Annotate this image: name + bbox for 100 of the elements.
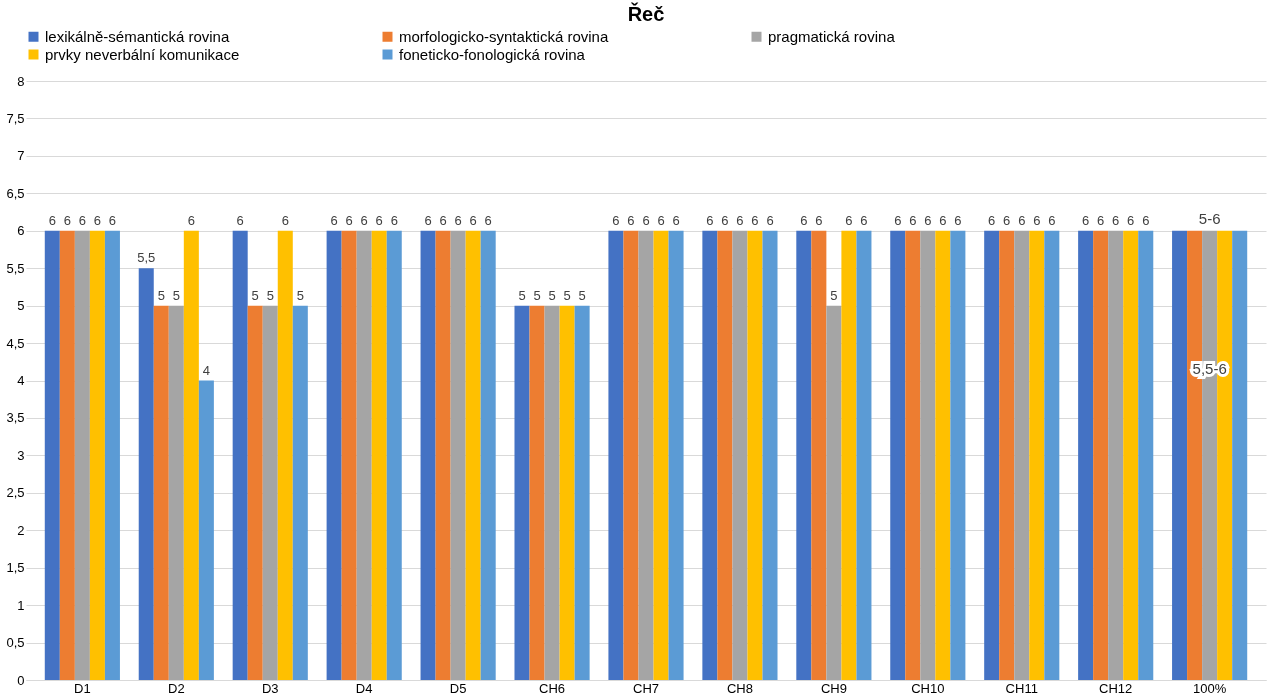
data-label: 5	[266, 287, 274, 303]
bar	[529, 305, 545, 680]
data-label: 6	[721, 212, 729, 228]
data-label: 6	[627, 212, 635, 228]
bar	[1123, 230, 1139, 680]
data-label: 6	[954, 212, 962, 228]
data-label: 6	[1018, 212, 1026, 228]
data-label: 4	[202, 362, 210, 378]
bar	[514, 305, 530, 680]
data-label: 6	[672, 212, 680, 228]
bar	[1093, 230, 1109, 680]
data-label: 6	[800, 212, 808, 228]
bar	[653, 230, 669, 680]
y-tick-label: 4,5	[6, 335, 25, 351]
data-label: 6	[454, 212, 462, 228]
bar	[574, 305, 590, 680]
bar	[104, 230, 120, 680]
data-label: 6	[1142, 212, 1150, 228]
bar	[856, 230, 872, 680]
data-label: 6	[187, 212, 195, 228]
data-label: 5	[518, 287, 526, 303]
y-tick-label: 3,5	[6, 410, 25, 426]
bar	[168, 305, 184, 680]
bar	[623, 230, 639, 680]
bar	[1232, 230, 1248, 680]
data-label: 6	[1127, 212, 1135, 228]
data-label: 6	[1033, 212, 1041, 228]
data-label: 6	[706, 212, 714, 228]
y-tick-label: 0,5	[6, 635, 25, 651]
y-tick-label: 1,5	[6, 560, 25, 576]
bar	[1078, 230, 1094, 680]
legend-label: prvky neverbální komunikace	[45, 45, 240, 63]
bar	[920, 230, 936, 680]
data-label: 5	[172, 287, 180, 303]
data-label: 6	[815, 212, 823, 228]
data-label: 6	[1003, 212, 1011, 228]
bar	[59, 230, 75, 680]
bar	[950, 230, 966, 680]
bar	[905, 230, 921, 680]
data-label: 5	[533, 287, 541, 303]
x-tick-label: CH12	[1099, 680, 1133, 696]
y-tick-label: 7,5	[6, 110, 25, 126]
data-label: 6	[736, 212, 744, 228]
data-label: 6	[642, 212, 650, 228]
y-tick-label: 3	[17, 447, 25, 463]
bar	[356, 230, 372, 680]
legend-label: pragmatická rovina	[768, 27, 896, 45]
chart-title: Řeč	[627, 2, 665, 25]
data-label: 5	[578, 287, 586, 303]
bar	[277, 230, 293, 680]
bar	[465, 230, 481, 680]
data-label: 6	[924, 212, 932, 228]
data-label: 6	[281, 212, 289, 228]
bar	[638, 230, 654, 680]
data-label: 6	[1112, 212, 1120, 228]
data-label: 6	[439, 212, 447, 228]
bar	[826, 305, 842, 680]
bar	[796, 230, 812, 680]
bar	[544, 305, 560, 680]
data-label: 6	[390, 212, 398, 228]
data-label: 6	[845, 212, 853, 228]
bar	[747, 230, 763, 680]
bar	[762, 230, 778, 680]
data-label: 6	[469, 212, 477, 228]
bar	[44, 230, 60, 680]
x-tick-label: D1	[74, 680, 91, 696]
bar	[371, 230, 387, 680]
x-tick-label: D4	[355, 680, 373, 696]
y-tick-label: 4	[17, 373, 25, 388]
bar	[732, 230, 748, 680]
data-label: 5	[563, 287, 571, 303]
bar	[1172, 230, 1188, 680]
data-label: 5	[548, 287, 556, 303]
data-label: 5	[157, 287, 165, 303]
data-label: 6	[751, 212, 759, 228]
x-tick-label: CH11	[1005, 680, 1038, 696]
bar	[326, 230, 342, 680]
bar	[153, 305, 169, 680]
data-label: 6	[860, 212, 868, 228]
y-tick-label: 8	[17, 73, 25, 89]
data-label: 6	[360, 212, 368, 228]
bar	[1014, 230, 1030, 680]
bar	[480, 230, 496, 680]
x-tick-label: D5	[449, 680, 467, 696]
data-label: 6	[345, 212, 353, 228]
data-label: 6	[909, 212, 917, 228]
bar	[1108, 230, 1124, 680]
y-tick-label: 5	[17, 298, 25, 314]
data-label: 6	[612, 212, 620, 228]
bar	[984, 230, 1000, 680]
bar	[450, 230, 466, 680]
data-label: 6	[93, 212, 102, 228]
y-tick-label: 0	[17, 672, 25, 688]
data-label: 5,5	[137, 250, 156, 266]
data-label: 6	[894, 212, 902, 228]
bar	[890, 230, 906, 680]
bar	[247, 305, 263, 680]
data-label: 6	[236, 212, 244, 228]
bar	[262, 305, 278, 680]
x-tick-label: CH8	[726, 680, 753, 696]
